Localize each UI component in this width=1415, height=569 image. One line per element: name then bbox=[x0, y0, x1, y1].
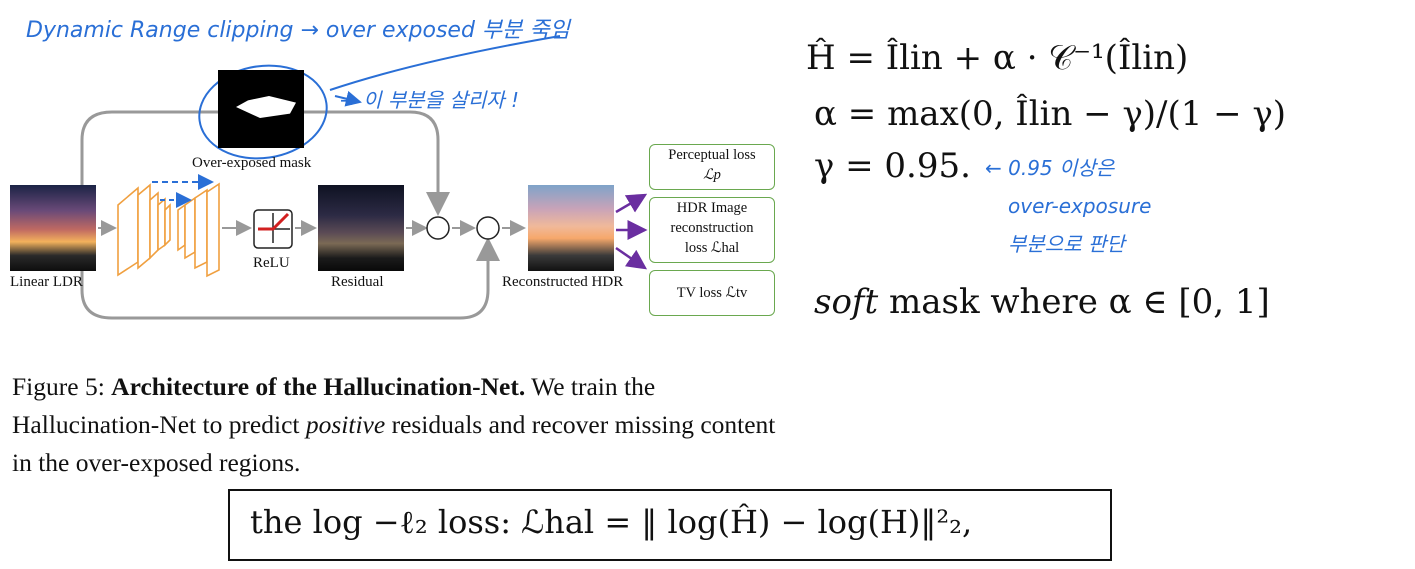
caption-prefix: Figure 5: bbox=[12, 372, 112, 401]
figure-caption: Figure 5: Architecture of the Hallucinat… bbox=[12, 368, 782, 482]
soft-mask-rest: mask where α ∈ [0, 1] bbox=[878, 282, 1270, 322]
perceptual-loss-symbol: ℒp bbox=[703, 167, 721, 183]
architecture-diagram: Linear LDR Over-exposed mask ReLU Residu… bbox=[0, 0, 790, 340]
reconstructed-hdr-label: Reconstructed HDR bbox=[502, 274, 624, 290]
hdr-loss-box: HDR Image reconstruction loss ℒhal bbox=[649, 197, 775, 263]
caption-italic: positive bbox=[305, 410, 386, 439]
linear-ldr-label: Linear LDR bbox=[10, 274, 83, 290]
handwritten-gamma-note-1: ← 0.95 이상은 bbox=[985, 156, 1115, 180]
mask-label: Over-exposed mask bbox=[192, 155, 312, 171]
hdr-loss-line3: loss ℒhal bbox=[684, 240, 740, 256]
multiply-operator bbox=[426, 216, 450, 240]
network-blocks bbox=[117, 182, 220, 278]
over-exposed-mask-image bbox=[218, 70, 304, 148]
residual-label: Residual bbox=[331, 274, 384, 290]
soft-mask-italic: soft bbox=[814, 282, 879, 322]
relu-label: ReLU bbox=[253, 255, 290, 271]
caption-title: Architecture of the Hallucination-Net. bbox=[111, 372, 526, 401]
perceptual-loss-box: Perceptual loss ℒp bbox=[649, 144, 775, 190]
loss-equation-box: the log −ℓ₂ loss: ℒhal = ‖ log(Ĥ) − log(… bbox=[228, 489, 1112, 561]
handwritten-gamma-note-2: over-exposure bbox=[1008, 194, 1152, 218]
handwritten-gamma-note-3: 부분으로 판단 bbox=[1008, 232, 1125, 256]
equation-h-hat: Ĥ = Îlin + α · 𝒞⁻¹(Îlin) bbox=[806, 38, 1189, 78]
tv-loss-box: TV loss ℒtv bbox=[649, 270, 775, 316]
equation-gamma: γ = 0.95. bbox=[814, 146, 971, 186]
hdr-loss-line2: reconstruction bbox=[670, 220, 754, 236]
add-operator bbox=[476, 216, 500, 240]
reconstructed-hdr-image bbox=[528, 185, 614, 271]
tv-loss-label: TV loss ℒtv bbox=[676, 285, 748, 301]
perceptual-loss-title: Perceptual loss bbox=[668, 147, 756, 163]
loss-equation: the log −ℓ₂ loss: ℒhal = ‖ log(Ĥ) − log(… bbox=[250, 503, 973, 541]
linear-ldr-image bbox=[10, 185, 96, 271]
residual-image bbox=[318, 185, 404, 271]
soft-mask-statement: soft mask where α ∈ [0, 1] bbox=[814, 282, 1270, 322]
handwritten-note-top: Dynamic Range clipping → over exposed 부분… bbox=[26, 18, 570, 43]
caption-text-1: We train the Hallucination-Net to predic… bbox=[12, 372, 656, 439]
caption-text-2: residuals and recover missing content in… bbox=[12, 410, 776, 477]
handwritten-note-mask: → 이 부분을 살리자 ! bbox=[340, 88, 520, 112]
equation-alpha: α = max(0, Îlin − γ)/(1 − γ) bbox=[814, 94, 1287, 134]
hdr-loss-line1: HDR Image bbox=[676, 200, 748, 216]
diagram-connectors bbox=[80, 35, 648, 320]
